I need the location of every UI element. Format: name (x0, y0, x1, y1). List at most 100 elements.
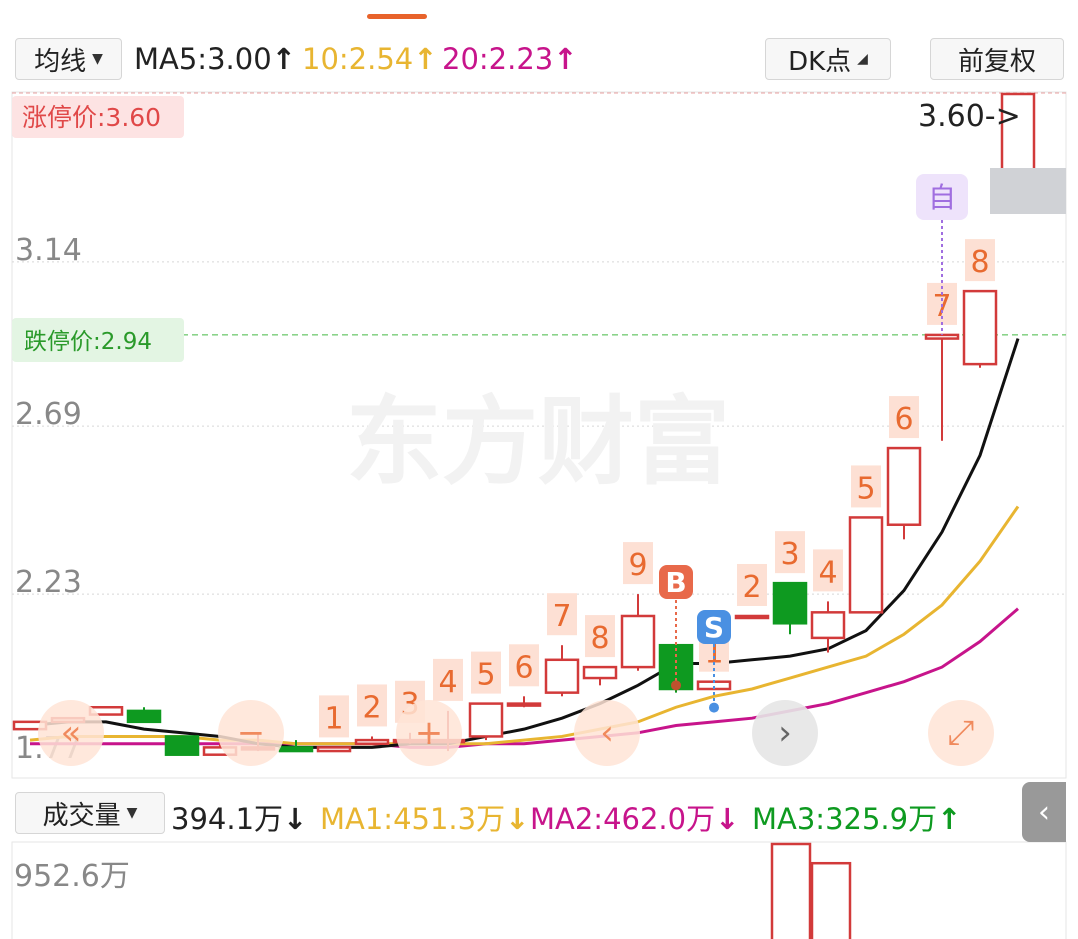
count-label: 5 (856, 471, 875, 506)
count-label-bg (433, 658, 463, 701)
buy-signal-label: B (665, 566, 686, 599)
up-arrow-icon: ↑ (553, 42, 578, 76)
vol-ma1-value: MA1:451.3万↓ (320, 796, 529, 838)
up-arrow-icon: ↑ (413, 42, 438, 76)
tab-indicator (367, 14, 427, 19)
count-label-bg (813, 549, 843, 592)
buy-signal-badge (659, 565, 693, 599)
candle-body (962, 289, 998, 366)
count-label-bg (623, 542, 653, 585)
count-label-bg (851, 465, 881, 508)
vol-ma3-value: MA3:325.9万↑ (752, 796, 961, 838)
count-label: 9 (628, 548, 647, 583)
fullscreen-icon[interactable]: ⤢ (928, 700, 994, 766)
limit-down-badge (12, 318, 184, 362)
candle-body (126, 709, 162, 724)
up-arrow-icon: ↑ (937, 802, 962, 836)
axis-label: 2.23 (15, 565, 82, 600)
candle-body (316, 746, 352, 753)
ma5-label: MA5:3.00 (134, 42, 272, 76)
candle-body (620, 614, 656, 669)
indicator-toolbar: 均线 ▼ MA5:3.00↑ 10:2.54↑ 20:2.23↑ DK点 ◢ 前复权 (0, 36, 1078, 86)
max-price-marker: 3.60-> (918, 99, 1021, 134)
count-label-bg (585, 615, 615, 658)
ma20-value: 20:2.23↑ (442, 42, 578, 76)
candle-body (810, 611, 846, 640)
vol-ma1-label: MA1:451.3万 (320, 802, 506, 836)
down-arrow-icon: ↓ (715, 802, 740, 836)
candle-body (924, 333, 960, 340)
indicator-select-label: 均线 (34, 46, 87, 77)
candle-body (506, 702, 542, 707)
dk-select[interactable]: DK点 ◢ (765, 38, 891, 80)
fuquan-button[interactable]: 前复权 (930, 38, 1064, 80)
corner-triangle-icon: ◢ (857, 51, 868, 67)
volume-toolbar: 成交量 ▼ 394.1万↓ MA1:451.3万↓ MA2:462.0万↓ MA3… (0, 780, 1078, 840)
vol-ma2-label: MA2:462.0万 (530, 802, 716, 836)
count-label-bg (965, 239, 995, 282)
scroll-right-icon[interactable]: › (752, 700, 818, 766)
count-label: 2 (362, 690, 381, 725)
purple-signal-badge (916, 174, 968, 220)
vol-ma2-value: MA2:462.0万↓ (530, 796, 739, 838)
sell-signal-badge (697, 610, 731, 644)
count-label: 8 (590, 621, 609, 656)
candle-body (734, 614, 770, 620)
volume-select[interactable]: 成交量 ▼ (15, 792, 165, 834)
count-label: 7 (552, 599, 571, 634)
sell-signal-label: S (704, 611, 724, 644)
ma10-value: 10:2.54↑ (302, 42, 438, 76)
count-label: 6 (514, 650, 533, 685)
volume-bar (770, 842, 812, 939)
candle-body (164, 735, 200, 756)
ma5-line (29, 338, 1020, 749)
count-label: 1 (704, 636, 723, 671)
collapse-panel-icon[interactable]: ‹ (1022, 782, 1066, 842)
count-label: 4 (818, 555, 837, 590)
ma20-label: 20:2.23 (442, 42, 554, 76)
candle-body (278, 746, 314, 753)
purple-signal-label: 自 (928, 181, 956, 214)
dk-select-label: DK点 (788, 46, 852, 77)
candle-body (886, 446, 922, 526)
count-label: 3 (780, 537, 799, 572)
count-label: 6 (894, 402, 913, 437)
sell-signal-dot (709, 702, 719, 713)
scroll-left-icon[interactable]: ‹ (574, 700, 640, 766)
axis-label: 3.14 (15, 233, 82, 268)
fuquan-label: 前复权 (957, 46, 1036, 77)
count-label: 4 (438, 665, 457, 700)
axis-label: 2.69 (15, 397, 82, 432)
count-label-bg (775, 531, 805, 574)
candle-body (468, 702, 504, 738)
count-label: 5 (476, 658, 495, 693)
count-label: 8 (970, 245, 989, 280)
indicator-select[interactable]: 均线 ▼ (15, 38, 122, 80)
volume-axis-label: 952.6万 (14, 859, 130, 894)
rewind-double-left-icon[interactable]: « (38, 700, 104, 766)
zoom-in-icon[interactable]: + (396, 700, 462, 766)
limit-up-label: 涨停价:3.60 (22, 103, 161, 132)
count-label-bg (319, 695, 349, 738)
ma5-value: MA5:3.00↑ (134, 42, 296, 76)
count-label-bg (509, 644, 539, 687)
up-arrow-icon: ↑ (271, 42, 296, 76)
count-label-bg (737, 563, 767, 606)
down-arrow-icon: ↓ (505, 802, 530, 836)
zoom-out-icon[interactable]: − (218, 700, 284, 766)
count-label: 1 (324, 701, 343, 736)
candle-body (544, 658, 580, 694)
watermark-text: 东方财富 (346, 386, 730, 498)
volume-bar (810, 861, 852, 939)
dropdown-icon: ▼ (126, 805, 138, 821)
limit-up-badge (12, 96, 184, 138)
count-label-bg (547, 593, 577, 636)
down-arrow-icon: ↓ (283, 802, 308, 836)
dropdown-icon: ▼ (92, 51, 103, 67)
candle-body (848, 516, 884, 614)
price-highlight (990, 168, 1066, 214)
price-panel-frame (11, 91, 1067, 779)
count-label-bg (471, 651, 501, 694)
count-label-bg (889, 396, 919, 439)
